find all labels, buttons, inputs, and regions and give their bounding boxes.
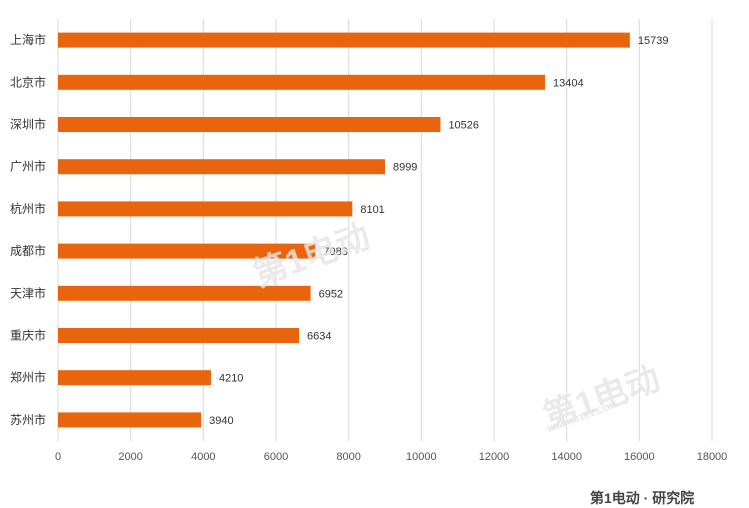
x-tick-label: 18000	[697, 451, 728, 463]
category-label: 杭州市	[10, 201, 46, 216]
x-tick-label: 10000	[406, 451, 437, 463]
bar	[58, 370, 211, 386]
x-tick-label: 8000	[336, 451, 360, 463]
bar	[58, 117, 441, 132]
bar	[58, 412, 202, 428]
category-label: 上海市	[10, 32, 46, 47]
x-tick-label: 14000	[551, 451, 582, 463]
bar	[58, 201, 353, 217]
x-tick-label: 2000	[118, 451, 142, 463]
data-label: 8101	[360, 204, 384, 216]
category-label: 重庆市	[10, 328, 46, 343]
bar	[58, 32, 630, 48]
bar	[58, 328, 300, 343]
footer-brand: 第1电动 · 研究院	[590, 490, 695, 506]
category-label: 广州市	[10, 159, 46, 174]
data-label: 8999	[393, 162, 417, 174]
data-label: 13404	[553, 77, 584, 89]
bars	[58, 32, 630, 428]
bar	[58, 243, 316, 259]
category-label: 郑州市	[10, 370, 46, 385]
data-label: 4210	[219, 373, 243, 385]
x-tick-label: 0	[55, 451, 61, 463]
data-label: 10526	[448, 120, 479, 132]
x-tick-label: 4000	[191, 451, 215, 463]
category-label: 苏州市	[10, 412, 46, 427]
bar	[58, 74, 546, 90]
data-label: 15739	[638, 35, 669, 47]
data-label: 6952	[319, 288, 343, 300]
category-label: 成都市	[10, 243, 46, 258]
x-tick-label: 6000	[264, 451, 288, 463]
category-label: 北京市	[10, 74, 46, 89]
data-label: 3940	[209, 415, 233, 427]
x-axis-ticks: 0 2000 4000 6000 8000 10000 12000 14000 16000 180…	[55, 451, 727, 463]
data-labels: 15739 13404 10526 8999 8101 7083 6952 6634 4210 3…	[209, 35, 668, 427]
category-label: 天津市	[10, 285, 46, 300]
bar	[58, 285, 311, 301]
bar	[58, 159, 385, 175]
data-label: 6634	[307, 331, 331, 343]
x-tick-label: 16000	[624, 451, 655, 463]
category-label: 深圳市	[10, 117, 46, 132]
x-tick-label: 12000	[479, 451, 510, 463]
data-label: 7083	[323, 246, 347, 258]
